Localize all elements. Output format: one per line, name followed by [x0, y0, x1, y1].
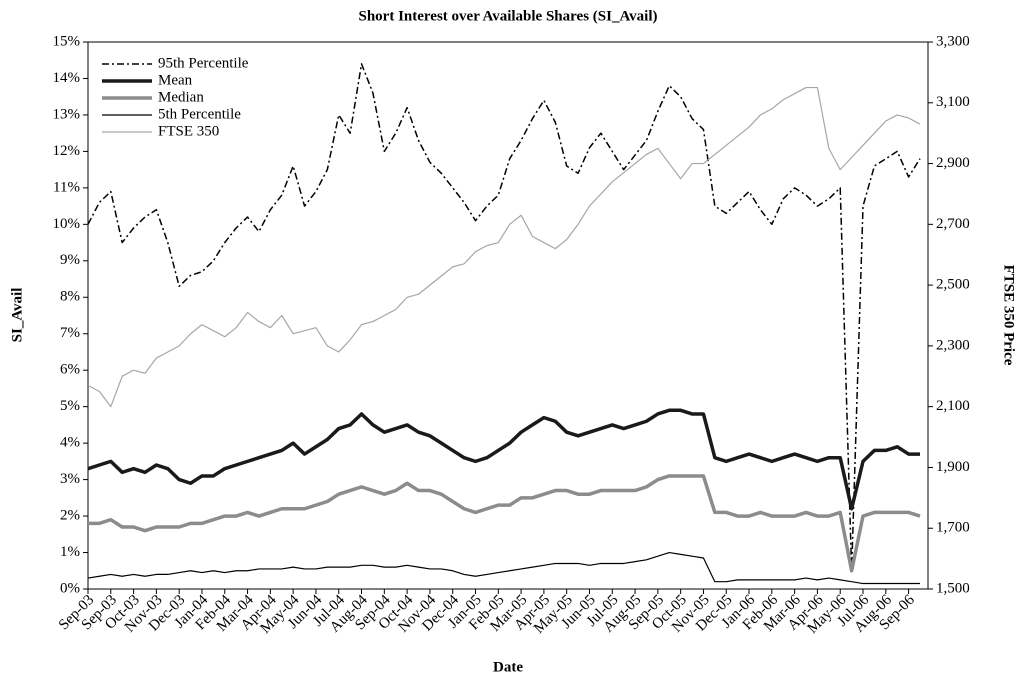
y-tick-label: 12%: [53, 143, 81, 159]
y2-tick-label: 3,300: [936, 33, 970, 49]
series-line: [87, 86, 921, 408]
y-tick-label: 3%: [60, 471, 80, 487]
y-tick-label: 1%: [60, 544, 80, 560]
y-tick-label: 10%: [53, 216, 81, 232]
series-line: [87, 551, 920, 585]
y-tick-label: 5%: [60, 398, 80, 414]
y2-axis-label: FTSE 350 Price: [1001, 265, 1017, 366]
y2-tick-label: 2,900: [936, 155, 970, 171]
y-tick-label: 2%: [60, 508, 80, 524]
y2-tick-label: 2,500: [936, 277, 970, 293]
y-tick-label: 7%: [60, 325, 80, 341]
legend-label: 5th Percentile: [158, 106, 241, 122]
y-tick-label: 8%: [60, 289, 80, 305]
series-line: [87, 408, 920, 511]
series-line: [88, 474, 921, 573]
y2-tick-label: 1,700: [936, 520, 970, 536]
series-line: [87, 63, 921, 572]
y2-tick-label: 1,900: [936, 459, 970, 475]
y-tick-label: 9%: [60, 252, 80, 268]
y2-tick-label: 2,700: [936, 216, 970, 232]
y2-tick-label: 2,100: [936, 398, 970, 414]
y-tick-label: 0%: [60, 580, 80, 596]
x-axis-label: Date: [493, 659, 523, 675]
y-axis-label: SI_Avail: [9, 288, 25, 343]
y-tick-label: 4%: [60, 435, 80, 451]
y-tick-label: 15%: [53, 33, 81, 49]
y-tick-label: 13%: [53, 106, 81, 122]
y-tick-label: 6%: [60, 362, 80, 378]
y-tick-label: 11%: [53, 179, 80, 195]
legend-label: FTSE 350: [158, 123, 219, 139]
chart-title: Short Interest over Available Shares (SI…: [358, 8, 657, 24]
y2-tick-label: 3,100: [936, 94, 970, 110]
y-tick-label: 14%: [53, 70, 81, 86]
legend-label: 95th Percentile: [158, 55, 249, 71]
legend-label: Median: [158, 89, 204, 105]
legend-label: Mean: [158, 72, 193, 88]
y2-tick-label: 2,300: [936, 337, 970, 353]
y2-tick-label: 1,500: [936, 580, 970, 596]
plot-frame: [87, 41, 929, 590]
